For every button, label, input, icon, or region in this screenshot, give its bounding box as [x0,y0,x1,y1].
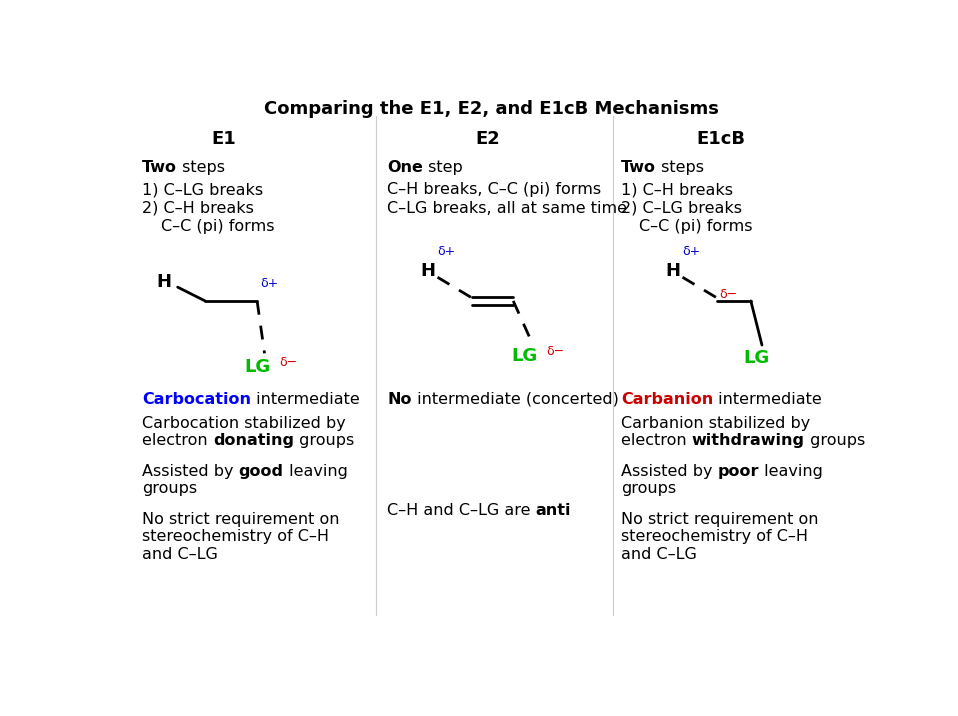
Text: H: H [665,261,680,280]
Text: LG: LG [244,358,270,376]
Text: 1) C–LG breaks: 1) C–LG breaks [142,183,263,198]
Text: groups: groups [294,433,354,448]
Text: δ+: δ+ [438,246,456,258]
Text: stereochemistry of C–H: stereochemistry of C–H [621,529,808,544]
Text: H: H [421,261,435,280]
Text: step: step [422,160,463,175]
Text: δ−: δ− [280,356,298,369]
Text: C–C (pi) forms: C–C (pi) forms [161,219,274,234]
Text: 2) C–H breaks: 2) C–H breaks [142,200,254,216]
Text: intermediate: intermediate [713,392,822,407]
Text: anti: anti [536,503,571,518]
Text: poor: poor [718,463,759,478]
Text: C–H and C–LG are: C–H and C–LG are [387,503,536,518]
Text: groups: groups [805,433,865,448]
Text: Two: Two [142,160,177,175]
Text: leaving: leaving [759,463,823,478]
Text: 1) C–H breaks: 1) C–H breaks [621,183,733,198]
Text: steps: steps [656,160,704,175]
Text: δ+: δ+ [260,277,279,290]
Text: No: No [387,392,412,407]
Text: No strict requirement on: No strict requirement on [621,511,818,526]
Text: electron: electron [621,433,692,448]
Text: Carbocation: Carbocation [142,392,251,407]
Text: Assisted by: Assisted by [621,463,718,478]
Text: and C–LG: and C–LG [621,547,696,562]
Text: intermediate: intermediate [251,392,360,407]
Text: E1cB: E1cB [696,130,745,148]
Text: E2: E2 [475,130,500,148]
Text: stereochemistry of C–H: stereochemistry of C–H [142,529,329,544]
Text: groups: groups [621,481,676,496]
Text: Carbocation stabilized by: Carbocation stabilized by [142,415,346,430]
Text: δ−: δ− [718,288,737,301]
Text: electron: electron [142,433,213,448]
Text: C–C (pi) forms: C–C (pi) forms [640,219,753,234]
Text: Assisted by: Assisted by [142,463,239,478]
Text: One: One [387,160,422,175]
Text: H: H [157,273,171,291]
Text: No strict requirement on: No strict requirement on [142,511,339,526]
Text: steps: steps [177,160,225,175]
Text: 2) C–LG breaks: 2) C–LG breaks [621,200,741,216]
Text: and C–LG: and C–LG [142,547,217,562]
Text: withdrawing: withdrawing [692,433,805,448]
Text: δ−: δ− [547,345,565,358]
Text: δ+: δ+ [682,246,701,258]
Text: LG: LG [742,349,769,367]
Text: C–LG breaks, all at same time: C–LG breaks, all at same time [387,200,627,216]
Text: LG: LG [512,347,537,364]
Text: Carbanion stabilized by: Carbanion stabilized by [621,415,810,430]
Text: Two: Two [621,160,656,175]
Text: donating: donating [213,433,294,448]
Text: intermediate (concerted): intermediate (concerted) [412,392,619,407]
Text: leaving: leaving [284,463,348,478]
Text: Comparing the E1, E2, and E1cB Mechanisms: Comparing the E1, E2, and E1cB Mechanism… [263,100,718,117]
Text: E1: E1 [212,130,236,148]
Text: groups: groups [142,481,197,496]
Text: C–H breaks, C–C (pi) forms: C–H breaks, C–C (pi) forms [387,183,602,198]
Text: good: good [239,463,284,478]
Text: Carbanion: Carbanion [621,392,713,407]
